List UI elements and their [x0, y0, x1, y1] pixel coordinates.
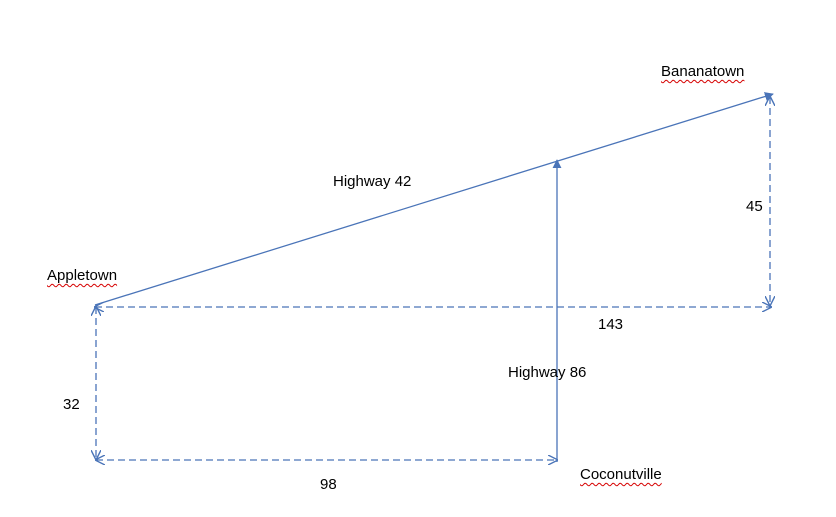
- town-label-bananatown: Bananatown: [661, 63, 745, 80]
- distance-label-45: 45: [746, 198, 763, 215]
- distance-label-98: 98: [320, 476, 337, 493]
- distance-label-143: 143: [598, 316, 624, 333]
- town-label-appletown: Appletown: [47, 267, 118, 284]
- highway-42-arrow: [94, 92, 774, 306]
- road-label-highway-42: Highway 42: [333, 173, 412, 190]
- road-label-highway-86: Highway 86: [508, 364, 587, 381]
- town-label-coconutville: Coconutville: [580, 466, 662, 483]
- distance-label-32: 32: [63, 396, 80, 413]
